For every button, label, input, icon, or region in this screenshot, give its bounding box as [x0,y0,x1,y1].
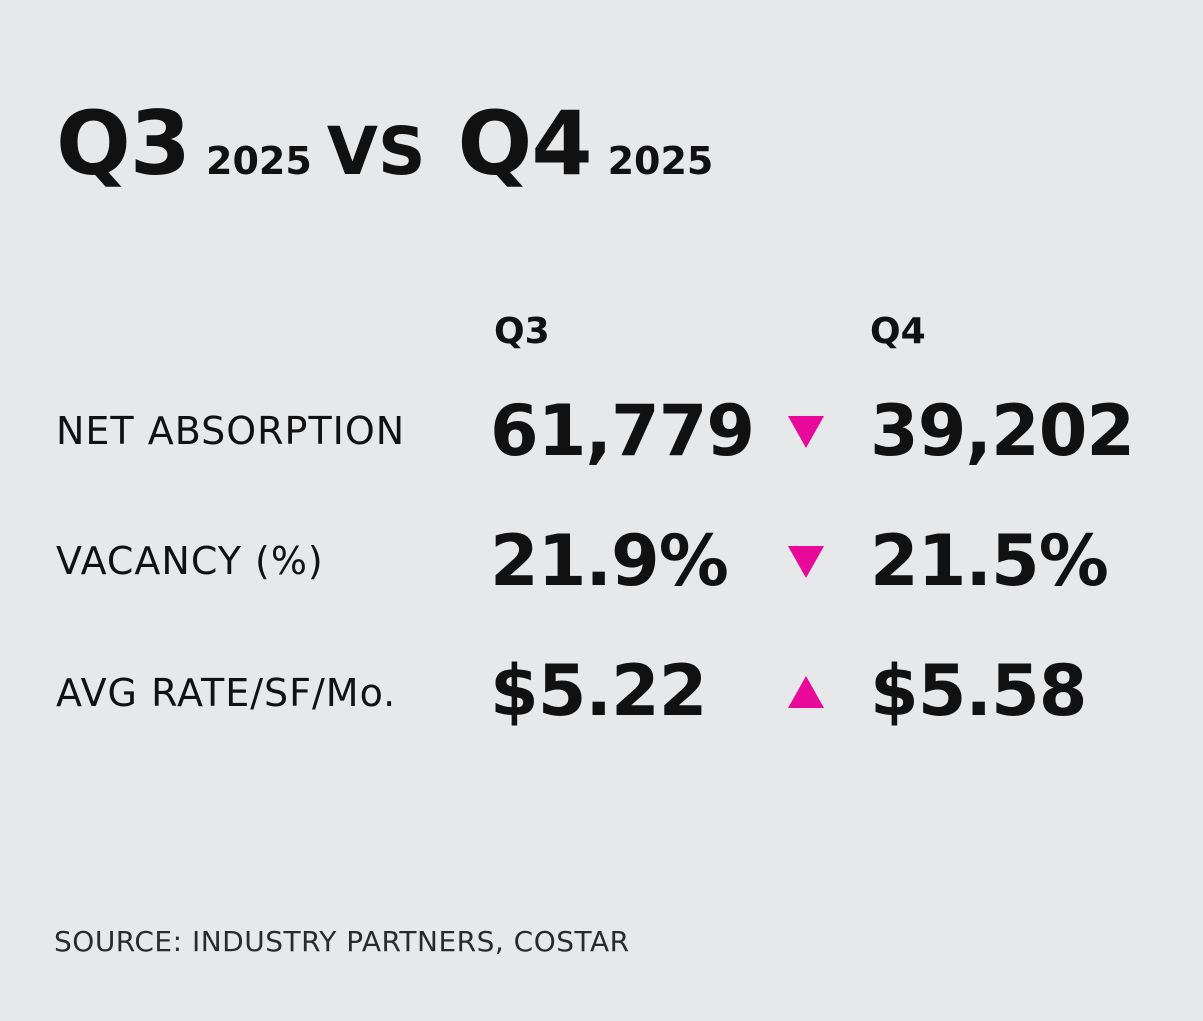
source-note: SOURCE: INDUSTRY PARTNERS, COSTAR [54,925,630,958]
page-title: Q3 2025 VS Q4 2025 [56,100,713,188]
trend-down-icon [788,416,824,448]
title-period-b: Q4 [457,92,593,195]
title-year-a: 2025 [206,139,312,183]
avg-rate-q4-value: $5.58 [870,650,1087,732]
column-header-q3: Q3 [494,311,550,352]
vacancy-q3-value: 21.9% [490,520,729,602]
vacancy-q4-value: 21.5% [870,520,1109,602]
net-absorption-q3-value: 61,779 [490,390,755,472]
column-header-q4: Q4 [870,311,926,352]
title-vs: VS [326,113,426,190]
title-year-b: 2025 [607,139,714,183]
trend-up-icon [788,676,824,708]
row-label-net-absorption: NET ABSORPTION [56,409,406,453]
title-period-a: Q3 [56,92,191,195]
row-label-avg-rate: AVG RATE/SF/Mo. [56,671,397,715]
row-label-vacancy: VACANCY (%) [56,539,324,583]
avg-rate-q3-value: $5.22 [490,650,707,732]
trend-down-icon [788,546,824,578]
net-absorption-q4-value: 39,202 [870,390,1135,472]
